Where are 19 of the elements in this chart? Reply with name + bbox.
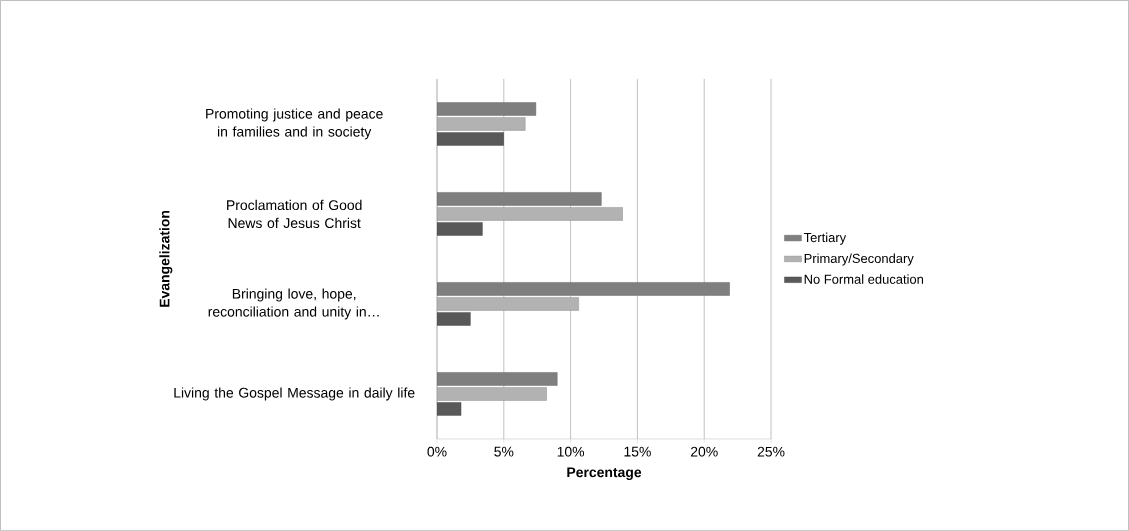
x-tick-label: 25% (757, 446, 785, 457)
x-tick-label: 5% (494, 446, 514, 457)
y-tick-label: Promoting justice and peace in families and in society (206, 108, 383, 140)
bar (436, 402, 462, 416)
y-tick-label: Proclamation of Good News of Jesus Christ (227, 199, 362, 229)
x-tick-label: 15% (624, 446, 651, 457)
legend-label: Primary/Secondary (804, 253, 914, 266)
bar (436, 312, 471, 326)
y-tick-label: Bringing love, hope, reconciliation and unity in… (208, 288, 379, 320)
x-tick-label: 10% (557, 446, 585, 457)
y-tick-label: Living the Gospel Message in daily life (174, 387, 415, 401)
bar (436, 222, 483, 236)
bar (436, 132, 504, 146)
x-axis-title: Percentage (567, 467, 642, 481)
x-tick-label: 20% (690, 446, 718, 457)
y-axis-title: Evangelization (159, 211, 173, 307)
x-tick-label: 0% (427, 446, 447, 457)
legend-label: No Formal education (804, 274, 924, 284)
legend-label: Tertiary (803, 232, 847, 245)
